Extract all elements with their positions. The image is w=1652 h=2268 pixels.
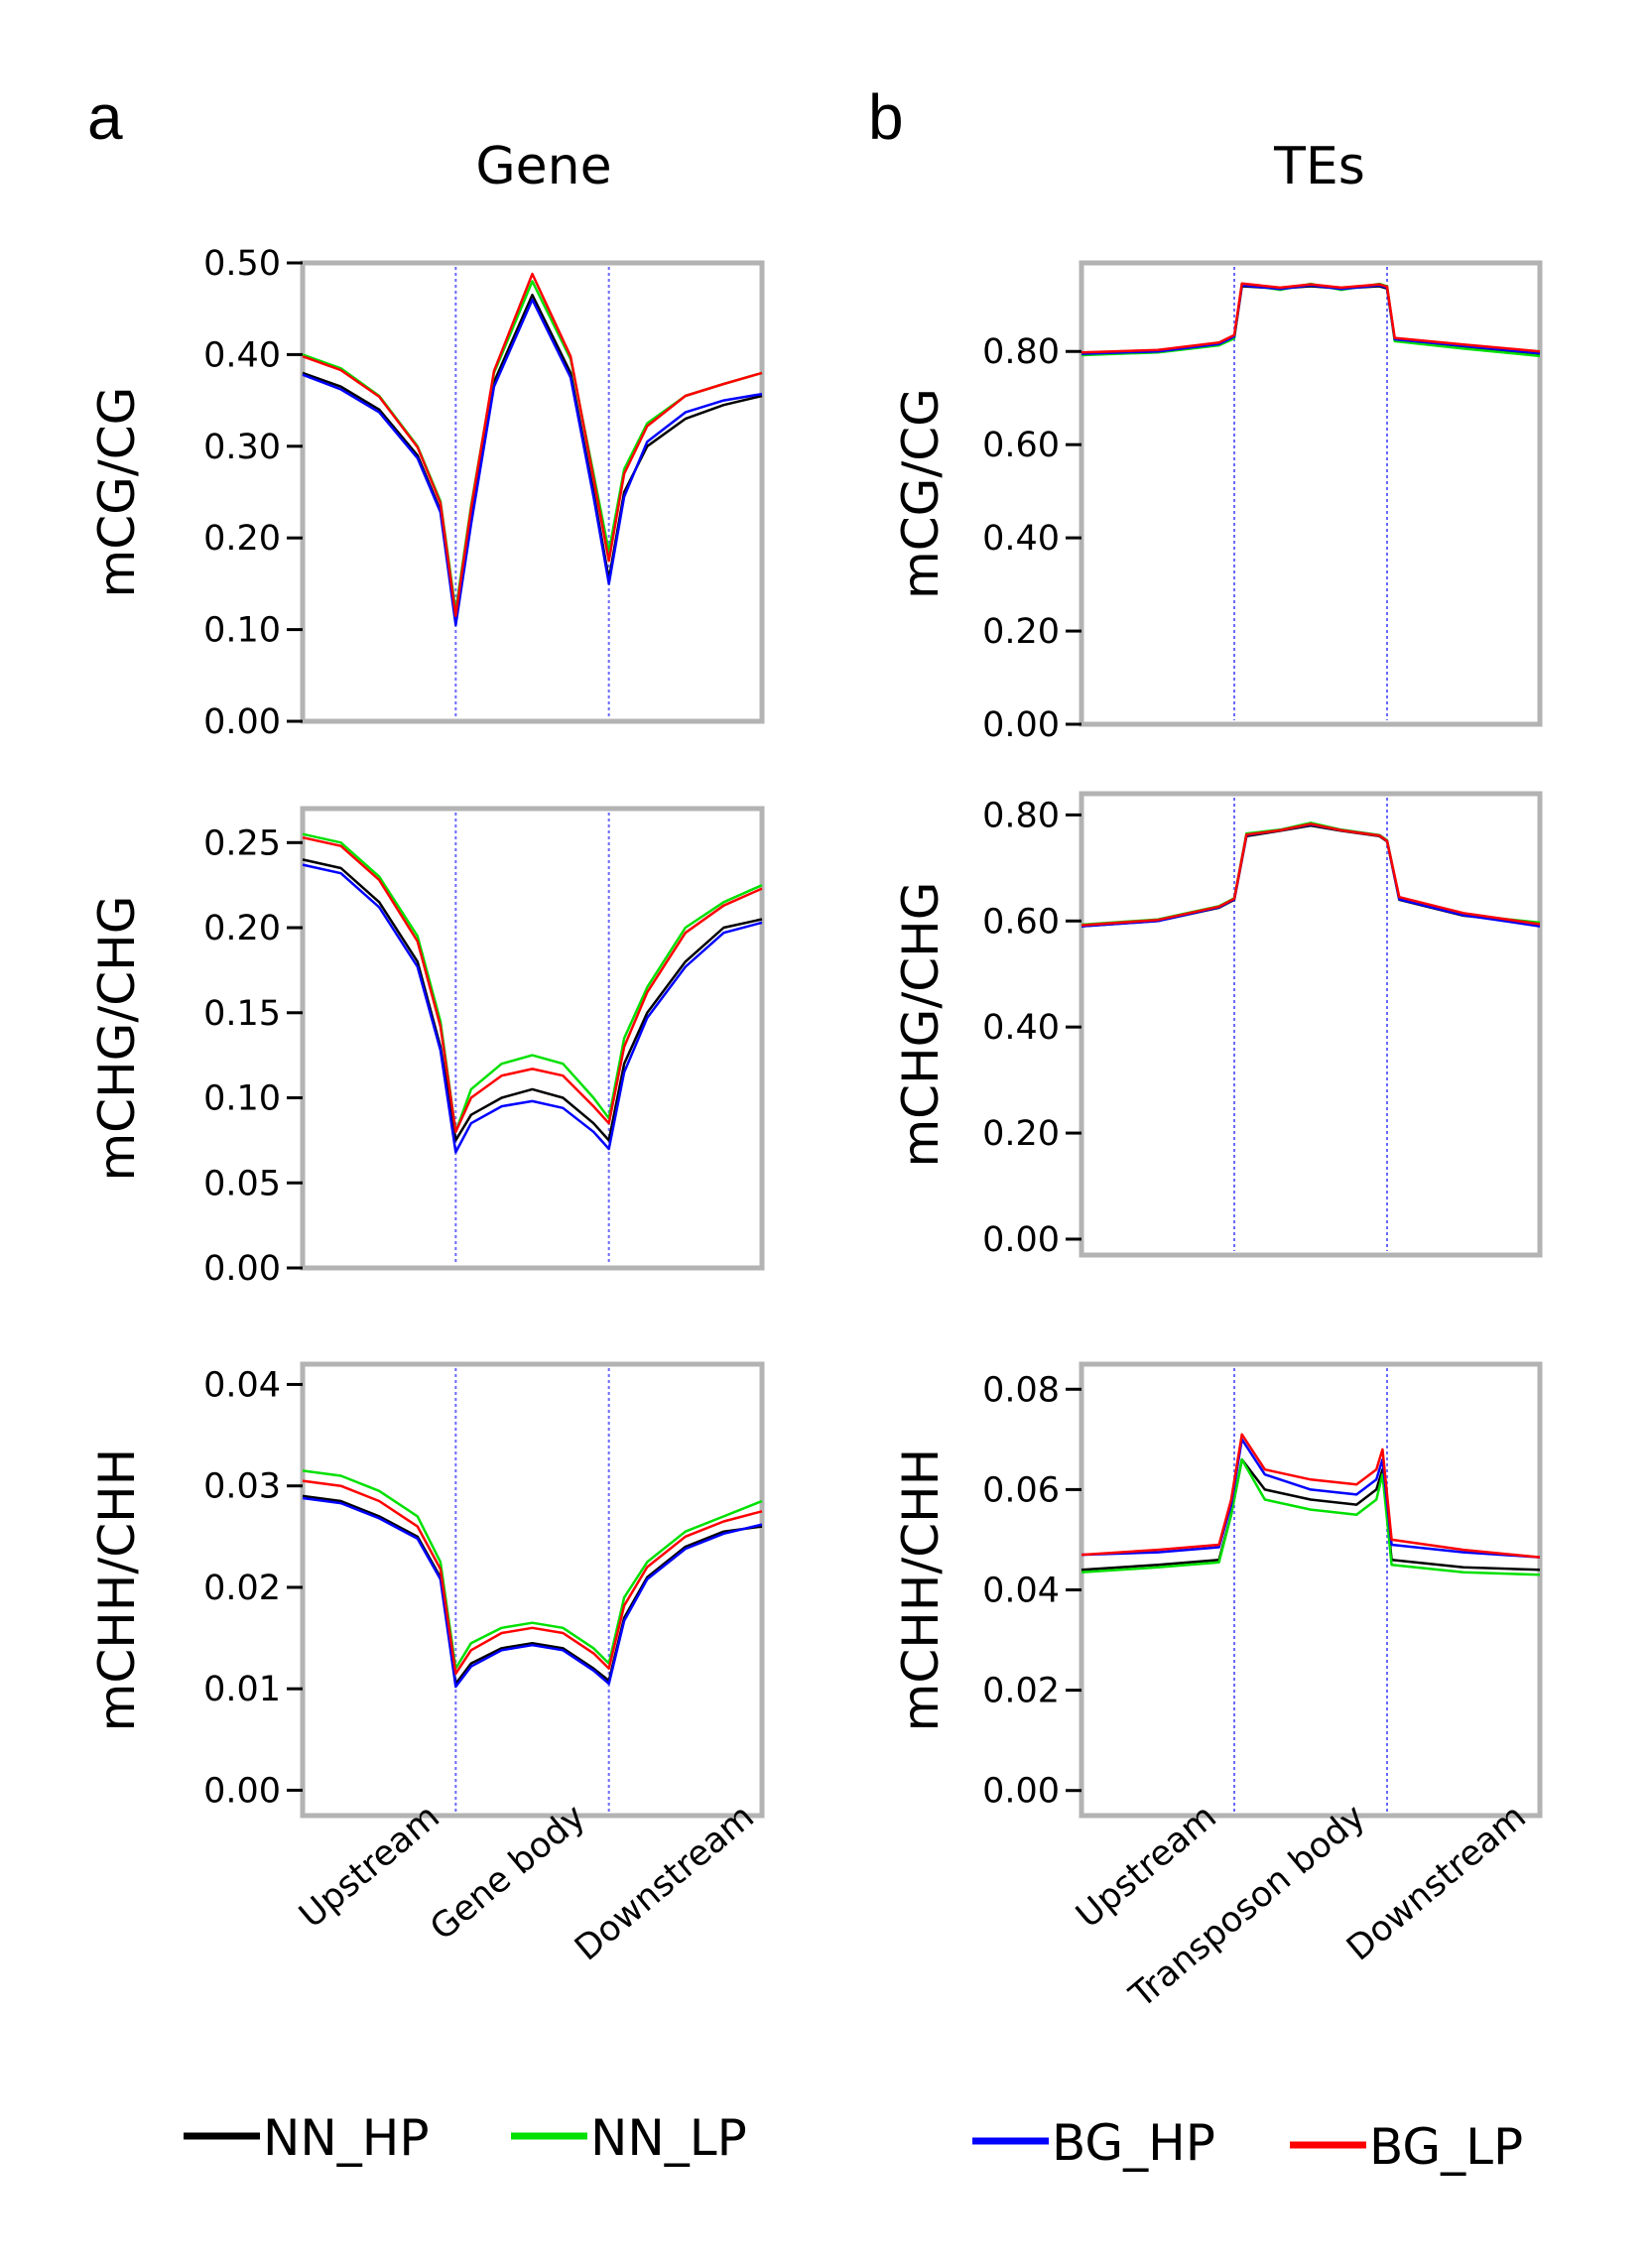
series-line-bg-lp	[302, 272, 763, 617]
y-tick-label: 0.00	[203, 1771, 281, 1811]
series-line-bg-hp	[302, 298, 763, 627]
y-tick-label: 0.10	[203, 611, 281, 651]
y-tick-label: 0.04	[982, 1572, 1060, 1611]
y-tick-label: 0.40	[982, 519, 1060, 559]
panel-letter-a: a	[87, 81, 123, 153]
y-tick-label: 0.25	[203, 823, 281, 863]
y-tick-label: 0.01	[203, 1670, 281, 1709]
series-line-nn-hp	[302, 294, 763, 622]
series-line-nn-lp	[1080, 821, 1541, 927]
legend-label-bg-lp: BG_LP	[1369, 2118, 1523, 2176]
y-tick-label: 0.00	[982, 705, 1060, 745]
y-tick-label: 0.02	[982, 1672, 1060, 1711]
series-line-nn-lp	[1080, 1457, 1541, 1576]
y-axis-label: mCHH/CHH	[892, 1449, 950, 1732]
y-tick-label: 0.50	[203, 244, 281, 284]
chart-gene-chg: 0.00 0.05 0.10 0.15 0.20 0.25 mCHG/CHG	[88, 806, 765, 1289]
chart-te-chg: 0.00 0.20 0.40 0.60 0.80 mCHG/CHG	[892, 791, 1543, 1260]
series-line-bg-lp	[1080, 822, 1541, 927]
panel-b-xlabels: Upstream Transposon body Downstream	[1069, 1797, 1533, 2016]
y-axis-label: mCHH/CHH	[88, 1449, 146, 1732]
chart-gene-cg: 0.00 0.10 0.20 0.30 0.40 0.50 mCG/CG	[88, 244, 765, 742]
y-tick-label: 0.80	[982, 796, 1060, 835]
series-line-nn-hp	[302, 858, 763, 1142]
series-line-nn-lp	[302, 1469, 763, 1670]
plot-frame	[300, 1361, 765, 1819]
series-line-bg-lp	[302, 835, 763, 1134]
series-line-nn-hp	[1080, 823, 1541, 928]
series-line-bg-hp	[302, 1496, 763, 1689]
y-tick-label: 0.40	[203, 335, 281, 375]
legend: NN_HP NN_LP BG_HP BG_LP	[184, 2109, 1523, 2176]
y-axis-label: mCG/CG	[892, 388, 950, 599]
panel-a-title: Gene	[475, 137, 611, 196]
charts-group: 0.000.100.200.300.400.50mCG/CG0.000.200.…	[88, 244, 1543, 1819]
y-tick-label: 0.03	[203, 1467, 281, 1507]
plot-frame	[1079, 1361, 1543, 1819]
plot-frame	[1079, 791, 1543, 1258]
y-axis-label: mCHG/CHG	[88, 895, 146, 1181]
y-tick-label: 0.04	[203, 1365, 281, 1405]
y-tick-label: 0.06	[982, 1470, 1060, 1510]
y-tick-label: 0.60	[982, 426, 1060, 465]
plot-frame	[300, 806, 765, 1271]
y-tick-label: 0.20	[203, 909, 281, 948]
series-line-bg-hp	[1080, 1438, 1541, 1559]
y-tick-label: 0.02	[203, 1569, 281, 1608]
chart-te-cg: 0.00 0.20 0.40 0.60 0.80 mCG/CG	[892, 260, 1543, 745]
y-tick-label: 0.00	[982, 1220, 1060, 1260]
plot-frame	[300, 260, 765, 724]
legend-label-nn-hp: NN_HP	[263, 2109, 430, 2167]
series-line-nn-hp	[1080, 285, 1541, 355]
y-tick-label: 0.15	[203, 994, 281, 1034]
series-line-nn-lp	[302, 832, 763, 1134]
y-tick-label: 0.20	[203, 519, 281, 559]
y-tick-label: 0.10	[203, 1079, 281, 1119]
panel-a-xlabel-downstream: Downstream	[568, 1797, 762, 1968]
y-tick-label: 0.60	[982, 902, 1060, 942]
y-tick-label: 0.00	[203, 1249, 281, 1289]
y-tick-label: 0.20	[982, 612, 1060, 652]
y-tick-label: 0.08	[982, 1370, 1060, 1410]
series-line-bg-hp	[1080, 822, 1541, 928]
series-line-nn-lp	[302, 280, 763, 613]
y-axis-label: mCHG/CHG	[892, 881, 950, 1167]
y-axis-label: mCG/CG	[88, 387, 146, 598]
legend-label-nn-lp: NN_LP	[590, 2109, 747, 2167]
series-line-bg-lp	[1080, 282, 1541, 354]
plot-frame	[1079, 260, 1543, 727]
chart-te-chh: 0.00 0.02 0.04 0.06 0.08 mCHH/CHH	[892, 1361, 1543, 1819]
y-tick-label: 0.20	[982, 1114, 1060, 1154]
panel-a-xlabels: Upstream Gene body Downstream	[292, 1797, 761, 1968]
y-tick-label: 0.00	[982, 1772, 1060, 1812]
y-tick-label: 0.30	[203, 428, 281, 467]
series-line-bg-hp	[1080, 284, 1541, 355]
panel-b-title: TEs	[1273, 137, 1365, 196]
legend-label-bg-hp: BG_HP	[1052, 2114, 1215, 2172]
panel-a-xlabel-gene-body: Gene body	[423, 1797, 592, 1949]
y-tick-label: 0.40	[982, 1008, 1060, 1048]
series-line-bg-lp	[302, 1479, 763, 1676]
y-tick-label: 0.05	[203, 1164, 281, 1203]
panel-letter-b: b	[868, 81, 904, 153]
series-line-bg-hp	[302, 863, 763, 1154]
y-tick-label: 0.00	[203, 702, 281, 742]
series-line-bg-lp	[1080, 1433, 1541, 1559]
chart-gene-chh: 0.00 0.01 0.02 0.03 0.04 mCHH/CHH	[88, 1361, 765, 1819]
y-tick-label: 0.80	[982, 332, 1060, 372]
series-line-nn-hp	[302, 1494, 763, 1686]
